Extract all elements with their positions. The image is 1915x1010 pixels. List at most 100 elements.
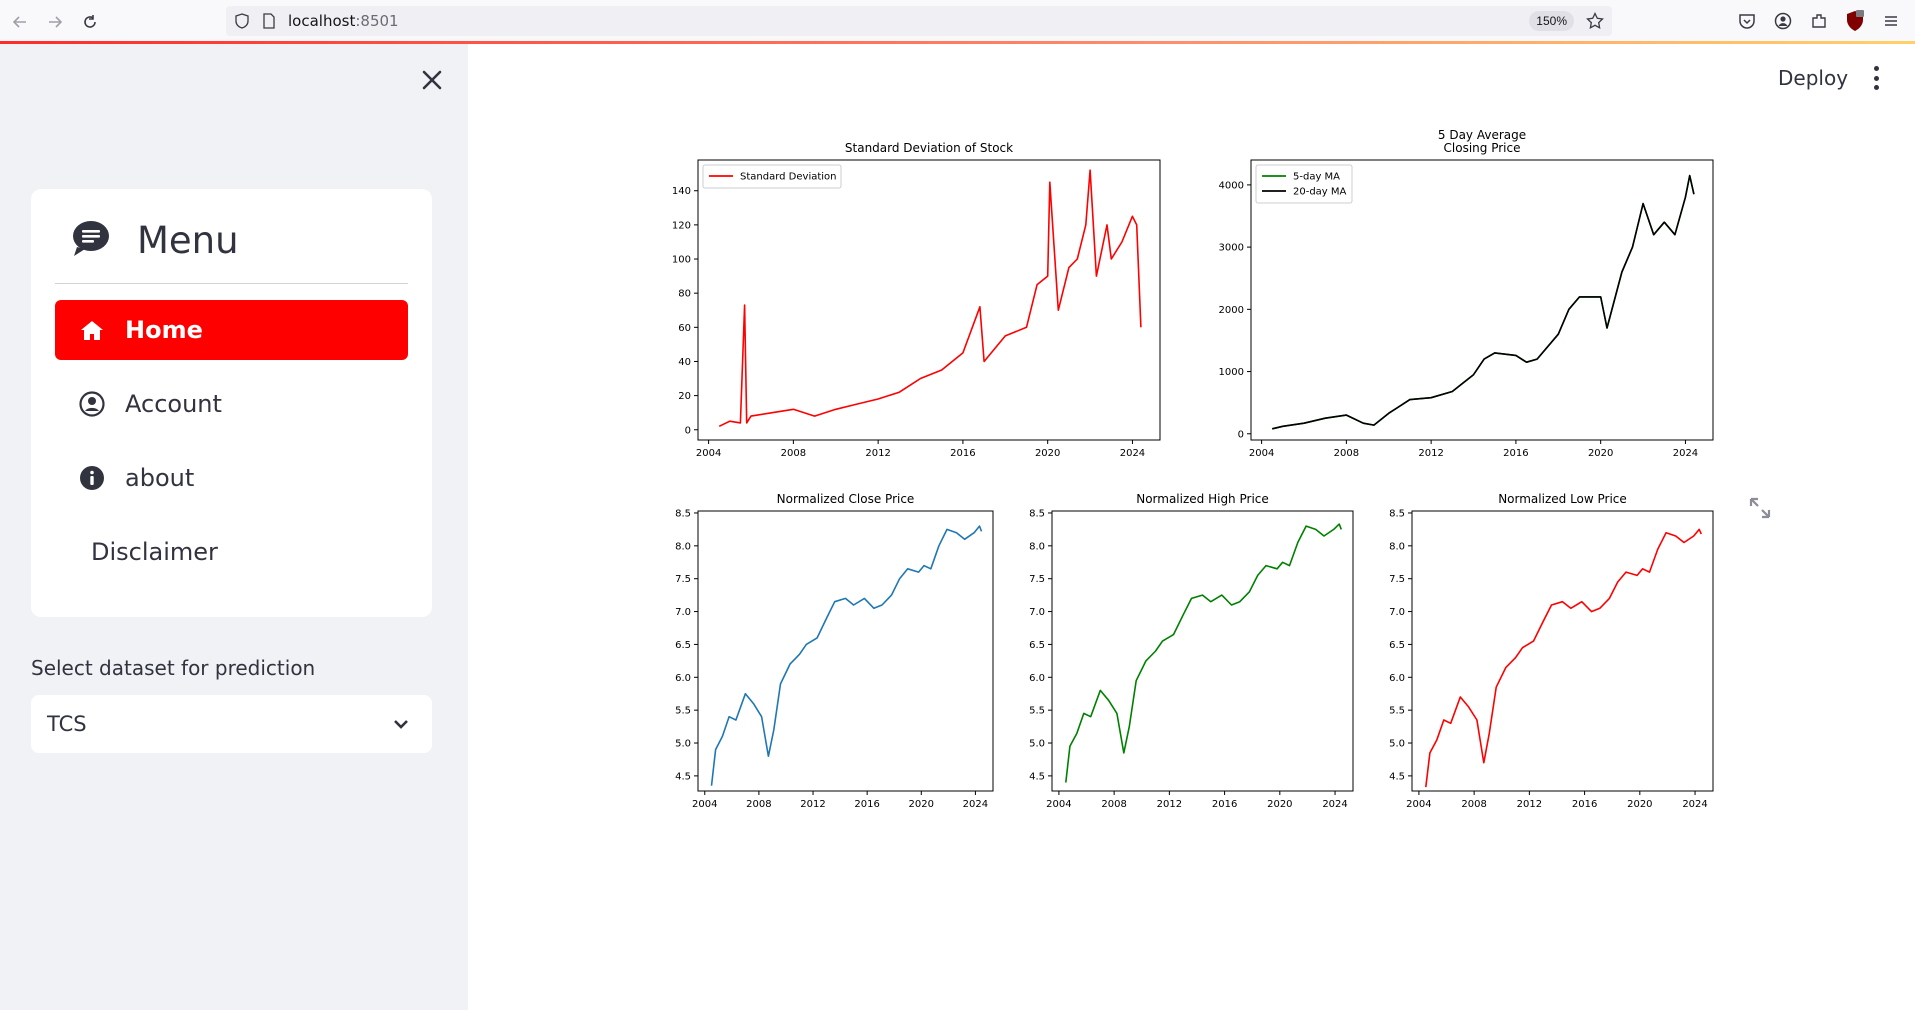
- y-tick-label: 20: [678, 391, 691, 402]
- x-tick-label: 2016: [1572, 799, 1597, 810]
- x-tick-label: 2020: [1627, 799, 1652, 810]
- chart-normalized-close: Normalized Close Price 2004 2008 2012 2016 20…: [660, 485, 1020, 815]
- sidebar: Menu Home Account about Disclaimer Selec…: [0, 44, 468, 1010]
- shield-icon[interactable]: [234, 13, 250, 34]
- chart-std-dev: Standard Deviation of Stock 2004 2008 2012 2…: [660, 120, 1180, 470]
- chart-title: Closing Price: [1444, 141, 1521, 155]
- series-line-0: [718, 169, 1142, 428]
- nav-item-disclaimer[interactable]: Disclaimer: [55, 522, 408, 582]
- top-accent-bar: [0, 41, 1915, 44]
- x-tick-label: 2004: [696, 448, 721, 459]
- x-tick-label: 2024: [1673, 448, 1698, 459]
- y-tick-label: 8.5: [1389, 508, 1405, 519]
- y-tick-label: 4000: [1219, 180, 1244, 191]
- page-icon[interactable]: [262, 13, 276, 34]
- chart-title: Normalized Low Price: [1498, 492, 1627, 506]
- nav-item-label: Disclaimer: [91, 538, 218, 566]
- x-tick-label: 2012: [865, 448, 890, 459]
- x-tick-label: 2020: [1267, 799, 1292, 810]
- y-tick-label: 6.5: [1389, 640, 1405, 651]
- y-tick-label: 8.0: [1389, 541, 1405, 552]
- legend-box: [1255, 164, 1353, 204]
- x-tick-label: 2012: [1517, 799, 1542, 810]
- ublock-icon[interactable]: [1845, 10, 1865, 37]
- extensions-icon[interactable]: [1810, 12, 1828, 35]
- x-tick-label: 2024: [1120, 448, 1145, 459]
- house-icon: [79, 317, 105, 343]
- url-bar[interactable]: localhost:8501 150%: [226, 6, 1612, 36]
- x-tick-label: 2016: [950, 448, 975, 459]
- nav-item-about[interactable]: about: [55, 448, 408, 508]
- series-line-0: [1272, 174, 1695, 430]
- x-tick-label: 2008: [746, 799, 771, 810]
- series-line-0: [710, 525, 983, 786]
- chart-title: Standard Deviation of Stock: [845, 141, 1013, 155]
- fullscreen-expand-icon[interactable]: [1748, 496, 1772, 525]
- chart-moving-average: 5 Day Average Closing Price 2004 2008 2012 20…: [1213, 120, 1733, 470]
- y-tick-label: 6.0: [1389, 673, 1405, 684]
- y-tick-label: 6.5: [1029, 640, 1045, 651]
- menu-title: Menu: [137, 219, 239, 262]
- kebab-menu-icon[interactable]: [1872, 66, 1880, 90]
- nav-item-label: Home: [125, 316, 203, 344]
- y-tick-label: 2000: [1219, 305, 1244, 316]
- y-tick-label: 80: [678, 289, 691, 300]
- y-tick-label: 5.0: [675, 739, 691, 750]
- chat-bubble-icon: [71, 219, 111, 262]
- y-tick-label: 8.0: [675, 541, 691, 552]
- y-tick-label: 5.0: [1029, 739, 1045, 750]
- browser-toolbar: localhost:8501 150%: [0, 0, 1915, 42]
- y-tick-label: 7.5: [675, 574, 691, 585]
- chart-title: Normalized High Price: [1136, 492, 1269, 506]
- y-tick-label: 4.5: [1389, 771, 1405, 782]
- chevron-down-icon: [392, 712, 410, 736]
- hamburger-menu-icon[interactable]: [1882, 12, 1900, 35]
- x-tick-label: 2008: [781, 448, 806, 459]
- x-tick-label: 2012: [1157, 799, 1182, 810]
- y-tick-label: 7.5: [1389, 574, 1405, 585]
- y-tick-label: 3000: [1219, 243, 1244, 254]
- x-tick-label: 2008: [1334, 448, 1359, 459]
- x-tick-label: 2008: [1101, 799, 1126, 810]
- y-tick-label: 7.0: [1029, 607, 1045, 618]
- back-arrow-icon[interactable]: [7, 9, 33, 35]
- plot-frame: [697, 510, 994, 792]
- legend-box: [702, 164, 842, 189]
- x-tick-label: 2004: [1406, 799, 1431, 810]
- x-tick-label: 2020: [1035, 448, 1060, 459]
- nav-item-label: about: [125, 464, 195, 492]
- y-tick-label: 6.5: [675, 640, 691, 651]
- y-tick-label: 4.5: [1029, 771, 1045, 782]
- nav-item-label: Account: [125, 390, 222, 418]
- y-tick-label: 7.5: [1029, 574, 1045, 585]
- x-tick-label: 2024: [1682, 799, 1707, 810]
- pocket-icon[interactable]: [1738, 12, 1756, 35]
- menu-card: Menu Home Account about Disclaimer: [31, 189, 432, 617]
- forward-arrow-icon[interactable]: [42, 9, 68, 35]
- y-tick-label: 6.0: [675, 673, 691, 684]
- dataset-select[interactable]: TCS: [31, 695, 432, 753]
- zoom-level[interactable]: 150%: [1529, 11, 1574, 31]
- x-tick-label: 2012: [1418, 448, 1443, 459]
- y-tick-label: 120: [672, 220, 691, 231]
- account-icon[interactable]: [1774, 12, 1792, 35]
- y-tick-label: 6.0: [1029, 673, 1045, 684]
- user-circle-icon: [79, 391, 105, 417]
- star-icon[interactable]: [1586, 11, 1604, 35]
- close-sidebar-icon[interactable]: [418, 66, 446, 94]
- plot-frame: [1411, 510, 1714, 792]
- x-tick-label: 2012: [800, 799, 825, 810]
- nav-item-home[interactable]: Home: [55, 300, 408, 360]
- plot-frame: [1051, 510, 1354, 792]
- legend-label: 20-day MA: [1293, 187, 1347, 198]
- y-tick-label: 5.0: [1389, 739, 1405, 750]
- y-tick-label: 8.0: [1029, 541, 1045, 552]
- reload-icon[interactable]: [77, 9, 103, 35]
- menu-header: Menu: [71, 219, 239, 262]
- nav-item-account[interactable]: Account: [55, 374, 408, 434]
- y-tick-label: 5.5: [675, 706, 691, 717]
- y-tick-label: 0: [1238, 429, 1244, 440]
- deploy-button[interactable]: Deploy: [1778, 66, 1849, 90]
- y-tick-label: 8.5: [675, 508, 691, 519]
- y-tick-label: 0: [685, 425, 691, 436]
